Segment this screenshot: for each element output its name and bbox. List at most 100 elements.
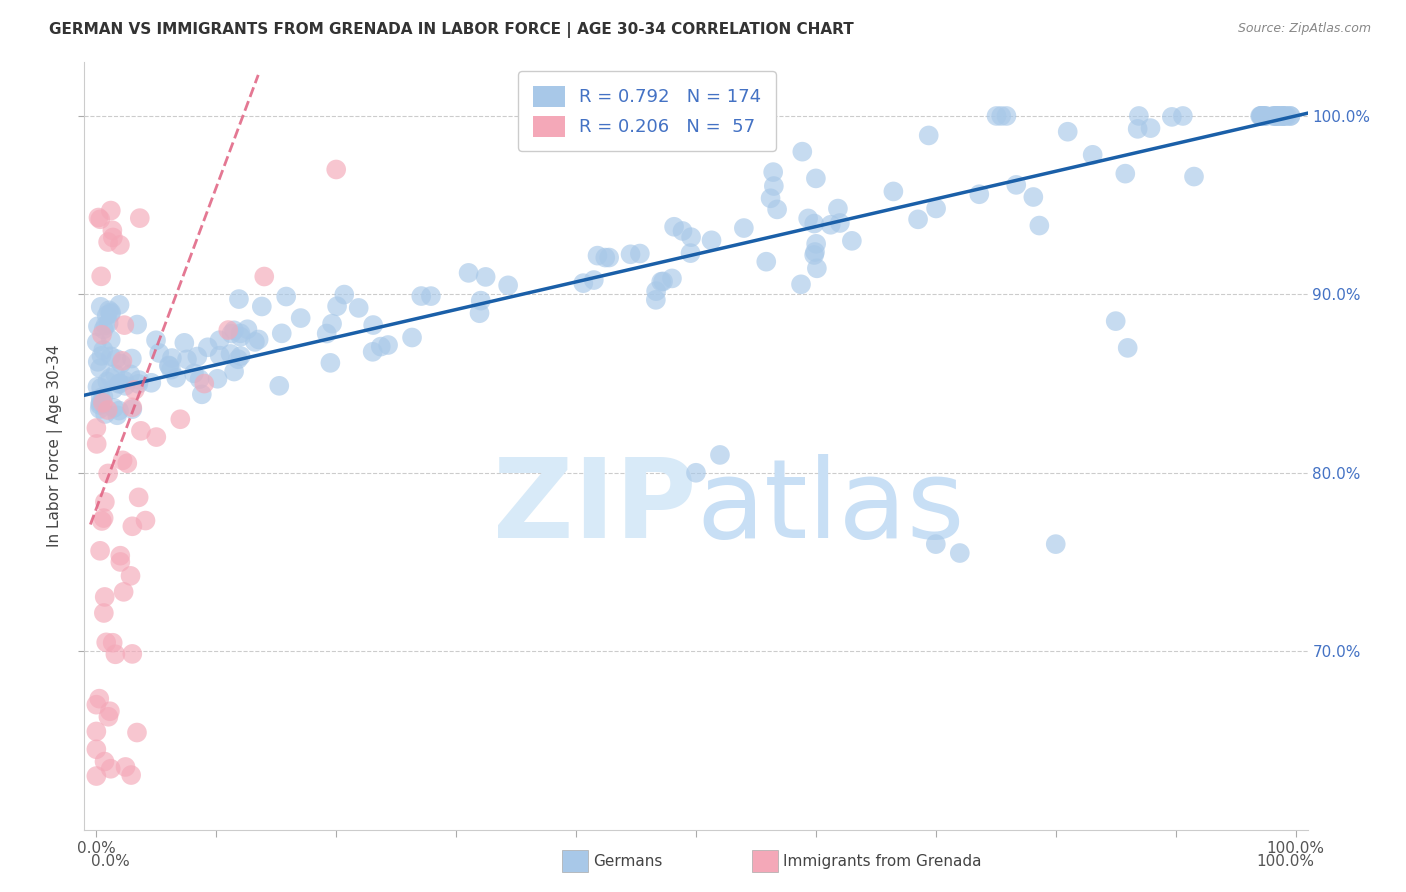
Point (108, 376, 131, 390)
Point (128, 211, 150, 226)
Point (370, 340, 392, 354)
Point (662, 219, 685, 234)
Point (766, 202, 789, 217)
Point (111, 353, 134, 368)
Point (226, 352, 249, 367)
Point (986, 109, 1008, 123)
Point (806, 261, 828, 276)
Point (111, 453, 134, 467)
Point (157, 359, 180, 373)
Point (197, 340, 219, 354)
Point (93, 606, 115, 620)
Point (100, 307, 122, 321)
Point (700, 233, 723, 247)
Point (1005, 178, 1028, 192)
Point (1251, 109, 1274, 123)
Point (1105, 314, 1128, 328)
Point (108, 403, 131, 417)
Point (96, 309, 118, 323)
Point (160, 362, 183, 376)
Point (97, 467, 120, 481)
Point (1182, 169, 1205, 184)
Point (1045, 537, 1067, 551)
Point (1264, 109, 1286, 123)
Point (183, 367, 205, 381)
Point (276, 289, 298, 303)
Point (114, 379, 136, 393)
Point (97, 403, 120, 417)
Point (598, 251, 620, 265)
Point (247, 333, 270, 347)
Point (1028, 219, 1050, 233)
Point (86, 698, 108, 712)
Point (101, 223, 124, 237)
Point (127, 376, 149, 391)
Point (755, 254, 778, 268)
Point (91, 396, 114, 410)
Y-axis label: In Labor Force | Age 30-34: In Labor Force | Age 30-34 (46, 344, 63, 548)
Point (91, 343, 114, 357)
Point (572, 276, 595, 290)
Point (110, 549, 132, 563)
Point (759, 191, 782, 205)
Point (104, 367, 127, 381)
Point (1250, 109, 1272, 123)
Point (90, 514, 112, 528)
Point (93, 511, 115, 525)
Point (401, 330, 423, 344)
Point (94, 495, 117, 509)
Point (93, 755, 115, 769)
Point (96, 375, 118, 389)
Point (89, 361, 111, 376)
Point (709, 448, 731, 462)
Point (112, 318, 135, 332)
Point (1265, 109, 1288, 123)
Point (457, 266, 479, 280)
Point (797, 211, 820, 226)
Point (90, 269, 112, 284)
Point (361, 318, 384, 332)
Point (827, 202, 849, 216)
Point (1267, 109, 1289, 123)
Point (1139, 121, 1161, 136)
Point (377, 338, 399, 352)
Point (128, 373, 150, 387)
Point (221, 326, 243, 341)
Point (89, 212, 111, 227)
Point (100, 762, 122, 776)
Point (270, 326, 292, 341)
Point (1254, 109, 1277, 123)
Point (100, 305, 122, 319)
Point (100, 333, 122, 347)
Point (105, 351, 128, 366)
Point (229, 330, 252, 344)
Point (121, 519, 143, 533)
Point (1265, 109, 1288, 123)
Point (112, 585, 135, 599)
Text: 0.0%: 0.0% (91, 855, 131, 869)
Point (1271, 109, 1294, 123)
Point (315, 326, 337, 341)
Point (117, 456, 139, 470)
Point (141, 376, 163, 390)
Point (1272, 109, 1295, 123)
Point (419, 289, 441, 303)
Point (112, 374, 135, 388)
Point (907, 212, 929, 227)
Point (173, 335, 195, 350)
Point (86, 379, 108, 393)
Point (125, 725, 148, 739)
Point (841, 234, 863, 248)
Point (222, 365, 245, 379)
Point (90, 300, 112, 314)
Point (145, 430, 167, 444)
Point (188, 372, 211, 386)
Point (790, 277, 813, 292)
Point (411, 289, 433, 303)
Point (269, 379, 291, 393)
Point (108, 298, 131, 312)
Point (1056, 125, 1078, 139)
Point (104, 648, 127, 662)
Point (103, 401, 125, 415)
Point (97, 235, 120, 249)
